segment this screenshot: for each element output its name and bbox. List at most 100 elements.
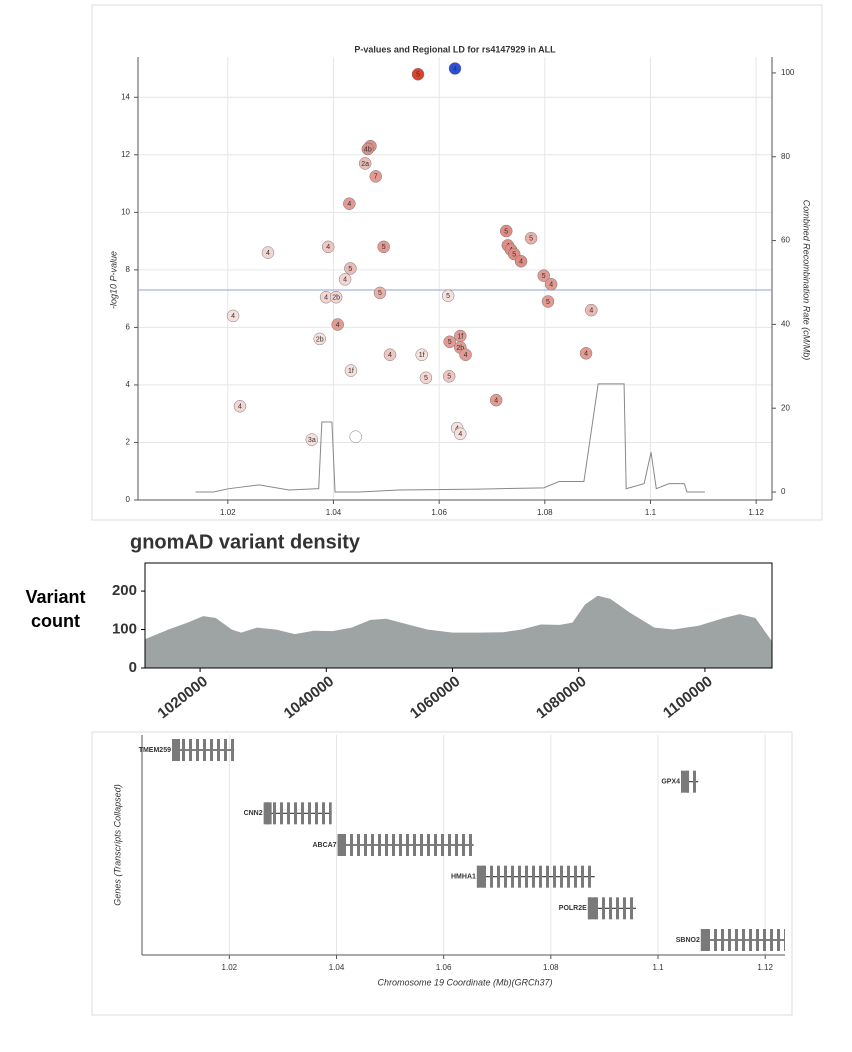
point — [541, 295, 555, 308]
point-label: 4 — [266, 250, 270, 257]
panel-frame — [91, 4, 823, 521]
point-label: 4 — [549, 282, 553, 289]
point — [489, 393, 503, 407]
point-label: 5 — [529, 236, 533, 243]
x-tick-label: 1.02 — [222, 963, 238, 972]
gene-label: CNN2 — [244, 810, 263, 817]
point-label: 5 — [416, 72, 420, 79]
y-tick-label: 0 — [126, 495, 131, 504]
point-label: 4 — [238, 404, 242, 411]
gene-start-block — [681, 770, 690, 793]
y2-tick-label: 60 — [781, 236, 790, 245]
x-tick-label: 1080000 — [533, 673, 589, 722]
point-label: 4 — [464, 352, 468, 359]
gene-start-block — [263, 802, 272, 825]
point-label: 5 — [512, 251, 516, 258]
x-tick-label: 1.04 — [329, 963, 345, 972]
point — [331, 318, 344, 331]
x-tick-label: 1.08 — [537, 508, 553, 517]
point-label: 5 — [542, 273, 546, 280]
point-label: 5 — [447, 374, 451, 381]
point — [448, 62, 462, 75]
y-tick-label: 6 — [126, 323, 131, 332]
point — [261, 246, 275, 259]
x-tick-label: 1.06 — [436, 963, 452, 972]
gene-label: GPX4 — [661, 779, 680, 786]
gene-label: ABCA7 — [312, 842, 336, 849]
y-axis-title: -log10 P-value — [108, 251, 118, 309]
gene-start-block — [700, 929, 709, 951]
point-label: 1f — [348, 368, 354, 375]
point-label: 4 — [336, 322, 340, 329]
x-tick-label: 1020000 — [155, 673, 211, 722]
point — [361, 142, 375, 156]
point-label: 4 — [519, 259, 523, 266]
gene-start-block — [476, 865, 485, 888]
point-label: 4 — [326, 244, 330, 251]
point — [338, 273, 352, 286]
chart-title: P-values and Regional LD for rs4147929 i… — [354, 44, 556, 54]
point — [305, 433, 319, 446]
x-tick-label: 1040000 — [281, 673, 337, 722]
y-tick-label: 14 — [121, 92, 130, 101]
y-tick-label: 8 — [126, 265, 131, 274]
point-label: 4 — [324, 295, 328, 302]
point-label: 5 — [504, 228, 508, 235]
point — [441, 289, 455, 303]
point — [373, 286, 387, 300]
point-label: 1f — [457, 333, 463, 340]
y2-tick-label: 0 — [781, 487, 786, 496]
y-tick-label: 0 — [129, 659, 137, 676]
gene-exons — [700, 929, 785, 951]
point — [544, 278, 558, 291]
x-tick-label: 1.06 — [431, 508, 447, 517]
point — [358, 157, 372, 170]
x-tick-label: 1060000 — [407, 673, 463, 722]
x-tick-label: 1100000 — [660, 673, 716, 722]
point-label: 4 — [388, 352, 392, 359]
point — [419, 371, 433, 384]
point-label: 2a — [361, 161, 369, 168]
x-axis-title: Chromosome 19 Coordinate (Mb)(GRCh37) — [377, 977, 552, 987]
point-label: 1f — [419, 352, 425, 359]
point-label: 5 — [382, 244, 386, 251]
x-tick-label: 1.04 — [326, 508, 342, 517]
point — [585, 303, 598, 317]
point — [443, 335, 456, 349]
point-label: 4 — [231, 313, 235, 320]
point-label: 4 — [589, 307, 593, 314]
x-tick-label: 1.1 — [645, 508, 657, 517]
y-tick-label: 10 — [121, 207, 130, 216]
y-axis-title: Variant count — [25, 587, 86, 631]
point — [344, 262, 357, 275]
point-label: 5 — [378, 290, 382, 297]
gene-start-block — [337, 834, 346, 856]
point — [226, 309, 240, 323]
point — [233, 399, 247, 413]
recombination-line — [195, 383, 705, 493]
gene-label: SBNO2 — [676, 937, 700, 944]
point — [579, 347, 593, 360]
gene-exons — [337, 834, 474, 856]
gene-label: POLR2E — [559, 905, 587, 912]
point-label: 4 — [343, 277, 347, 284]
y2-axis-title: Combined Recombination Rate (cM/Mb) — [802, 200, 812, 361]
point-label: 5 — [424, 375, 428, 382]
y-tick-label: 200 — [112, 582, 137, 599]
point — [411, 68, 425, 81]
plot-frame — [144, 562, 773, 669]
point-label: 5 — [546, 299, 550, 306]
y2-tick-label: 20 — [781, 403, 790, 412]
gene-exons — [587, 897, 637, 920]
point-label: 4 — [453, 66, 457, 73]
point-label: 5 — [348, 266, 352, 273]
point — [377, 240, 390, 254]
point — [499, 224, 513, 238]
x-tick-label: 1.12 — [757, 963, 773, 972]
x-tick-label: 1.02 — [220, 508, 236, 517]
x-tick-label: 1.1 — [652, 963, 664, 972]
y-tick-label: 4 — [126, 380, 131, 389]
point — [329, 290, 343, 304]
point — [459, 348, 472, 361]
point — [343, 197, 356, 210]
